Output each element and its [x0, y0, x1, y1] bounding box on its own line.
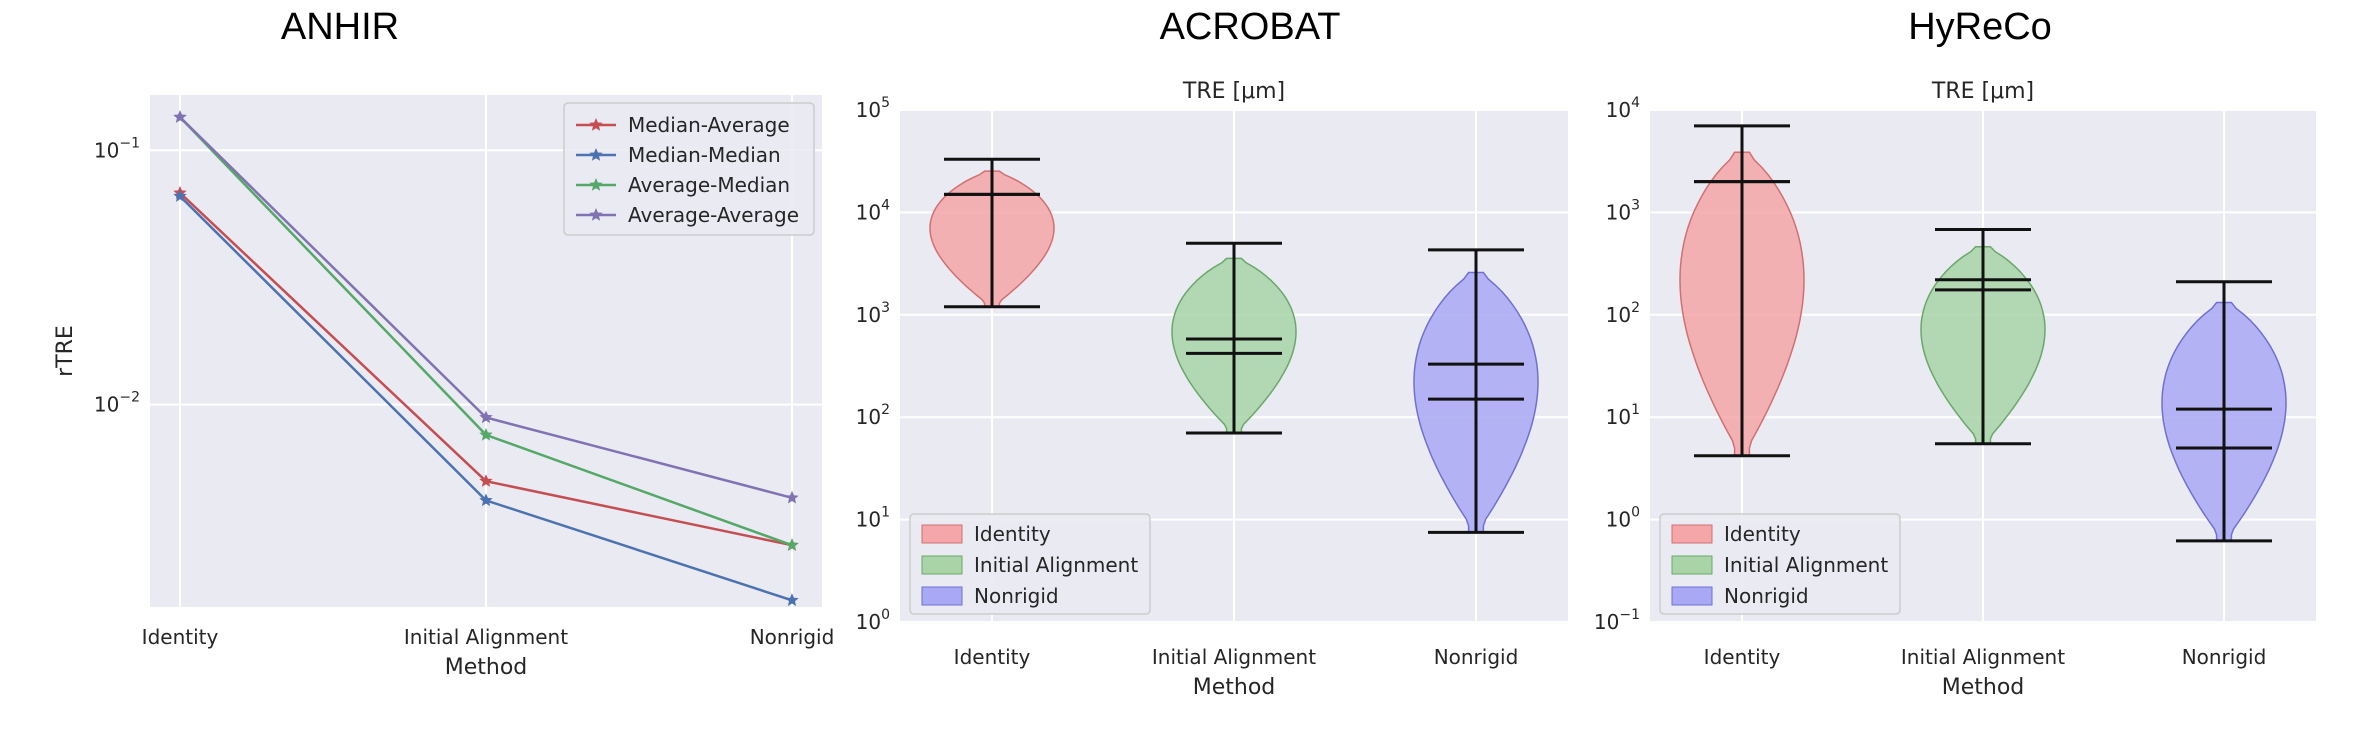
- x-tick-label: Initial Alignment: [1901, 645, 2065, 669]
- legend-swatch: [921, 524, 963, 544]
- legend-marker: [589, 148, 603, 161]
- legend-marker: [589, 178, 603, 191]
- y-tick-label: 104: [856, 197, 890, 224]
- legend: Identity Initial Alignment Nonrigid: [909, 513, 1151, 615]
- data-point: [479, 493, 493, 507]
- violin-initial-alignment: [1920, 228, 2046, 446]
- legend-box: [563, 102, 815, 236]
- y-tick-label: 102: [856, 402, 890, 429]
- data-point: [785, 490, 799, 504]
- hyreco-title: HyReCo: [1908, 6, 2052, 48]
- y-tick-label: 101: [856, 505, 890, 532]
- data-point: [479, 427, 493, 441]
- x-tick-label: Initial Alignment: [1152, 645, 1316, 669]
- data-point: [785, 538, 799, 551]
- y-tick-label: 10−1: [1594, 607, 1640, 634]
- x-tick-label: Identity: [142, 625, 219, 649]
- y-tick-label: 101: [1606, 402, 1640, 429]
- chart-0: 10−1 10−2 Identity Initial Alignment Nonrigi…: [53, 95, 834, 680]
- chart-1: 100 101 102 103 104 105 Identity Initial Alignm…: [856, 79, 1568, 700]
- x-tick-label: Identity: [1704, 645, 1781, 669]
- legend: Identity Initial Alignment Nonrigid: [1659, 513, 1901, 615]
- y-tick-label: 100: [856, 607, 890, 634]
- legend-label: Initial Alignment: [1724, 553, 1888, 577]
- x-tick-label: Nonrigid: [750, 625, 835, 649]
- legend-label: Average-Average: [628, 203, 799, 227]
- legend-swatch: [1671, 555, 1713, 575]
- legend-swatch: [921, 586, 963, 606]
- legend-marker: [589, 118, 603, 131]
- legend-swatch: [1671, 524, 1713, 544]
- legend-marker: [589, 208, 603, 221]
- y-tick-label: 102: [1606, 300, 1640, 327]
- legend-box: [909, 513, 1151, 615]
- x-tick-label: Initial Alignment: [404, 625, 568, 649]
- legend-swatch: [921, 555, 963, 575]
- legend-label: Identity: [1724, 522, 1801, 546]
- y-tick-label: 103: [856, 300, 890, 327]
- anhir-title: ANHIR: [280, 6, 400, 48]
- legend: Median-Average Median-Median Average-Media…: [563, 102, 815, 236]
- legend-label: Median-Median: [628, 143, 781, 167]
- y-tick-label: 100: [1606, 505, 1640, 532]
- legend-label: Average-Median: [628, 173, 790, 197]
- series-average-average: [173, 110, 799, 504]
- x-axis-label: Method: [1193, 675, 1276, 700]
- violin-identity: [929, 157, 1055, 309]
- legend-box: [1659, 513, 1901, 615]
- legend-label: Nonrigid: [974, 584, 1059, 608]
- data-point: [785, 593, 799, 606]
- violin-nonrigid: [1413, 248, 1539, 534]
- y-axis-label: rTRE: [53, 325, 78, 377]
- x-axis-label: Method: [445, 655, 528, 680]
- legend-label: Median-Average: [628, 113, 790, 137]
- acrobat-title: ACROBAT: [1159, 6, 1341, 48]
- x-tick-label: Identity: [954, 645, 1031, 669]
- y-tick-label: 103: [1606, 197, 1640, 224]
- data-point: [173, 110, 187, 123]
- chart-subtitle: TRE [μm]: [1931, 79, 2034, 104]
- y-tick-label: 105: [856, 95, 890, 122]
- legend-label: Nonrigid: [1724, 584, 1809, 608]
- legend-label: Initial Alignment: [974, 553, 1138, 577]
- x-tick-label: Nonrigid: [1434, 645, 1519, 669]
- y-tick-label: 10−2: [94, 390, 140, 417]
- x-axis-label: Method: [1942, 675, 2025, 700]
- y-tick-label: 104: [1606, 95, 1640, 122]
- data-point: [173, 189, 187, 202]
- legend-swatch: [1671, 586, 1713, 606]
- x-tick-label: Nonrigid: [2182, 645, 2267, 669]
- violin-nonrigid: [2161, 280, 2287, 543]
- violin-identity: [1679, 124, 1805, 458]
- y-tick-label: 10−1: [94, 135, 140, 162]
- legend-label: Identity: [974, 522, 1051, 546]
- chart-2: 10−1 100 101 102 103 104 Identity Initial Align…: [1594, 79, 2316, 700]
- violin-initial-alignment: [1171, 241, 1297, 435]
- data-point: [479, 410, 493, 424]
- series-median-median: [173, 189, 799, 606]
- data-point: [479, 474, 493, 487]
- chart-subtitle: TRE [μm]: [1182, 79, 1285, 104]
